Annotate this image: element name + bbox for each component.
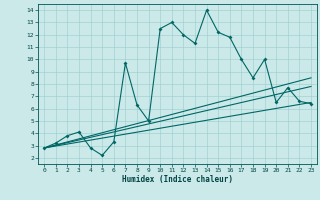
X-axis label: Humidex (Indice chaleur): Humidex (Indice chaleur) — [122, 175, 233, 184]
